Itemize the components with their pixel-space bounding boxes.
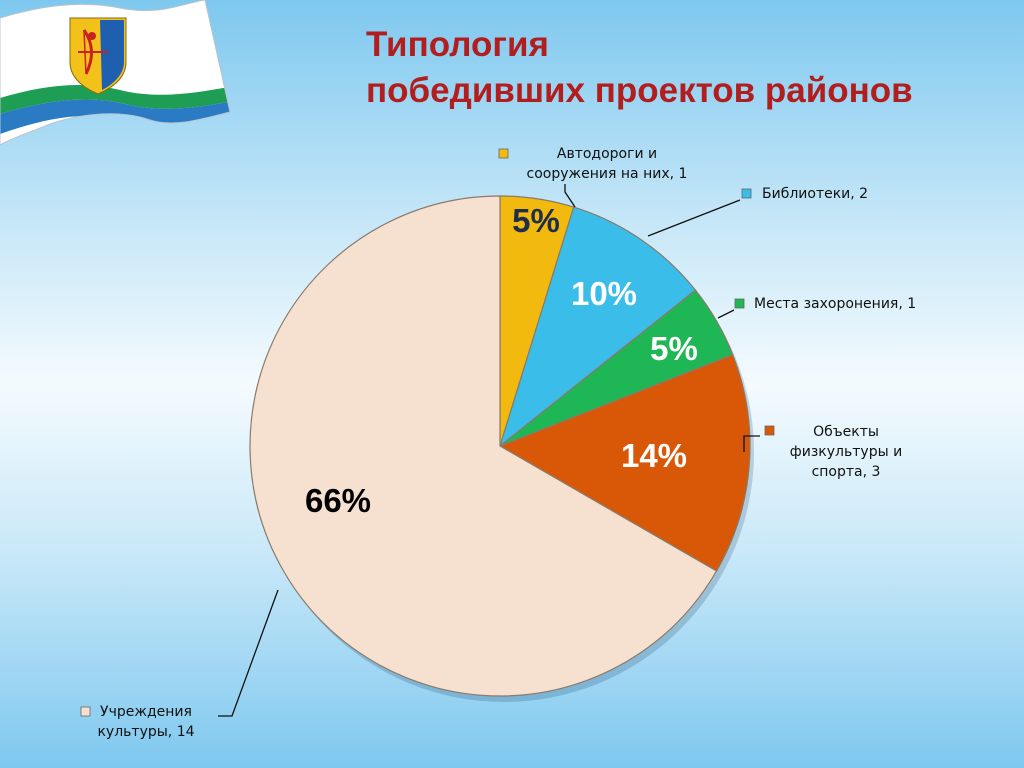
leader-line-2 <box>647 199 741 237</box>
category-label-line: Автодороги и <box>557 146 657 162</box>
leader-line-4 <box>743 435 760 452</box>
pie-percent-label-1: 5% <box>512 202 560 239</box>
category-label-line: Учреждения <box>100 704 192 720</box>
category-label-line: физкультуры и <box>790 444 902 460</box>
category-label-line: Объекты <box>813 424 879 440</box>
category-label-line: Библиотеки, 2 <box>762 186 868 202</box>
pie-percent-label-2: 10% <box>571 275 637 312</box>
category-label-2: Библиотеки, 2 <box>762 186 868 202</box>
pie-percent-label-4: 14% <box>621 437 687 474</box>
category-label-line: сооружения на них, 1 <box>527 166 688 182</box>
category-label-4: Объекты физкультуры и спорта, 3 <box>790 424 902 480</box>
kirov-region-flag <box>0 0 231 146</box>
slide-title-line-2: победивших проектов районов <box>366 71 913 110</box>
leader-line-3 <box>717 309 735 319</box>
pie-slice-4 <box>498 353 751 572</box>
category-label-line: спорта, 3 <box>812 464 881 480</box>
label-swatch-5 <box>80 706 91 717</box>
pie-slice-2 <box>498 206 697 448</box>
category-label-5: Учреждения культуры, 14 <box>97 704 194 740</box>
pie-slice-5 <box>249 195 718 697</box>
label-swatch-2 <box>741 188 752 199</box>
category-label-1: Автодороги и сооружения на них, 1 <box>527 146 688 182</box>
pie-percent-label-3: 5% <box>650 330 698 367</box>
label-swatch-1 <box>498 148 509 159</box>
category-label-3: Места захоронения, 1 <box>754 296 916 312</box>
label-swatch-4 <box>764 425 775 436</box>
label-swatch-3 <box>734 298 745 309</box>
slide-title: Типология победивших проектов районов <box>366 22 913 114</box>
leader-line-1 <box>564 184 576 208</box>
pie-percent-label-5: 66% <box>305 482 371 519</box>
category-label-line: культуры, 14 <box>97 724 194 740</box>
flag-green-stripe <box>0 84 230 114</box>
slide-title-line-1: Типология <box>366 25 549 64</box>
category-label-line: Места захоронения, 1 <box>754 296 916 312</box>
coat-of-arms-emblem <box>69 17 127 95</box>
leader-line-5 <box>218 589 279 717</box>
